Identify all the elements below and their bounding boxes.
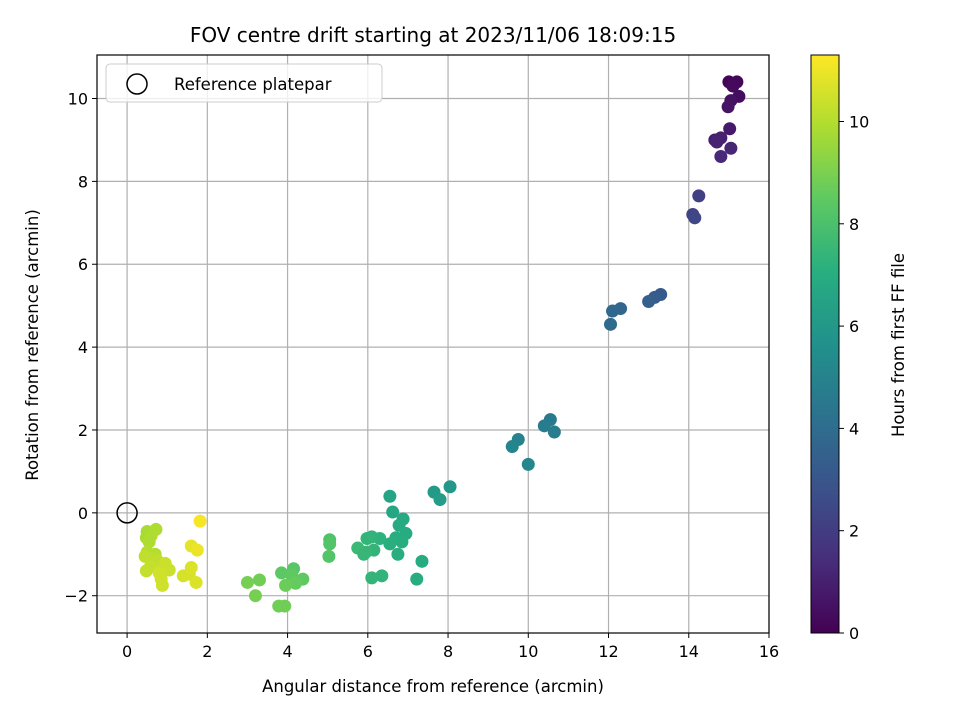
- data-point: [604, 317, 618, 331]
- colorbar-ticks: 0 2 4 6 8 10: [839, 112, 869, 643]
- data-point: [275, 566, 289, 580]
- colorbar: 0 2 4 6 8 10 Hours from first FF file: [810, 54, 908, 643]
- data-point: [139, 564, 153, 578]
- data-point: [415, 554, 429, 568]
- data-point: [184, 561, 198, 575]
- y-tick-label: 0: [78, 504, 88, 523]
- data-point: [723, 122, 737, 136]
- data-point: [248, 589, 262, 603]
- x-tick-label: 8: [443, 642, 453, 661]
- data-point: [190, 543, 204, 557]
- legend: Reference platepar: [105, 63, 383, 103]
- x-tick-label: 12: [598, 642, 618, 661]
- y-tick-label: 2: [78, 421, 88, 440]
- data-point: [155, 578, 169, 592]
- y-axis-title: Rotation from reference (arcmin): [23, 209, 42, 481]
- data-point: [193, 514, 207, 528]
- data-point: [521, 457, 535, 471]
- plot-frame: [96, 54, 770, 634]
- data-point: [537, 419, 551, 433]
- y-tick-label: −2: [64, 587, 88, 606]
- colorbar-gradient: [810, 54, 840, 634]
- colorbar-tick-label: 4: [849, 419, 859, 438]
- y-tick-label: 4: [78, 338, 88, 357]
- data-point: [505, 440, 519, 454]
- y-tick-label: 8: [78, 172, 88, 191]
- chart-title: FOV centre drift starting at 2023/11/06 …: [190, 23, 676, 47]
- data-point: [642, 295, 656, 309]
- data-point: [710, 135, 724, 149]
- data-point: [443, 480, 457, 494]
- data-point: [721, 100, 735, 114]
- data-point: [724, 141, 738, 155]
- data-point: [189, 575, 203, 589]
- data-point: [714, 150, 728, 164]
- colorbar-title: Hours from first FF file: [889, 253, 908, 437]
- x-axis-title: Angular distance from reference (arcmin): [262, 677, 604, 696]
- data-point: [391, 547, 405, 561]
- data-point: [252, 573, 266, 587]
- data-point: [386, 505, 400, 519]
- legend-label-reference: Reference platepar: [174, 75, 332, 94]
- data-point: [692, 189, 706, 203]
- data-point: [322, 549, 336, 563]
- colorbar-tick-label: 2: [849, 522, 859, 541]
- colorbar-tick-label: 8: [849, 215, 859, 234]
- colorbar-tick-label: 0: [849, 624, 859, 643]
- plot-background: [97, 55, 769, 633]
- data-point: [323, 537, 337, 551]
- legend-reference-marker: [126, 73, 148, 95]
- data-point: [383, 537, 397, 551]
- x-tick-label: 14: [679, 642, 699, 661]
- data-point: [289, 576, 303, 590]
- data-point: [375, 569, 389, 583]
- y-tick-label: 10: [68, 90, 88, 109]
- colorbar-tick-label: 6: [849, 317, 859, 336]
- data-point: [142, 535, 156, 549]
- data-point: [278, 599, 292, 613]
- legend-box: [105, 63, 383, 103]
- y-tick-label: 6: [78, 255, 88, 274]
- x-tick-label: 16: [759, 642, 779, 661]
- data-point: [360, 532, 374, 546]
- data-point: [383, 489, 397, 503]
- x-tick-label: 10: [518, 642, 538, 661]
- data-point: [395, 535, 409, 549]
- data-point: [240, 575, 254, 589]
- data-point: [279, 578, 293, 592]
- plot-area: 0 2 4 6 8 10 12 14 16 −2 0 2 4 6 8 10: [64, 54, 779, 661]
- data-point: [357, 547, 371, 561]
- x-tick-label: 0: [122, 642, 132, 661]
- x-tick-label: 2: [202, 642, 212, 661]
- x-tick-label: 4: [282, 642, 292, 661]
- colorbar-tick-label: 10: [849, 112, 869, 131]
- data-point: [138, 549, 152, 563]
- data-point: [433, 493, 447, 507]
- data-point: [162, 563, 176, 577]
- x-tick-label: 6: [363, 642, 373, 661]
- data-point: [365, 571, 379, 585]
- data-point: [547, 425, 561, 439]
- reference-platepar-marker: [116, 502, 138, 524]
- data-point: [606, 304, 620, 318]
- data-point: [726, 79, 740, 93]
- data-point: [688, 211, 702, 225]
- data-point: [410, 572, 424, 586]
